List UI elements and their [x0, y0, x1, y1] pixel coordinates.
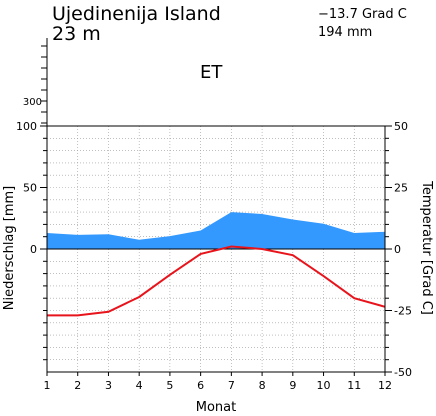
x-tick-label: 8 — [259, 379, 266, 392]
upper-precip-axis: 300 — [23, 38, 48, 126]
precip-tick-label: 100 — [16, 120, 37, 133]
precip-axis: 0 50 100 — [16, 120, 47, 361]
right-axis-label: Temperatur [Grad C] — [419, 180, 434, 315]
annual-precipitation: 194 mm — [318, 25, 372, 40]
temp-tick-label: 25 — [394, 182, 408, 195]
temp-tick-label: 50 — [394, 120, 408, 133]
temp-tick-label: 0 — [394, 243, 401, 256]
station-name: Ujedinenija Island — [52, 3, 221, 25]
x-tick-label: 4 — [136, 379, 143, 392]
precip-tick-label: 0 — [30, 243, 37, 256]
x-axis-label: Monat — [196, 400, 236, 415]
precipitation-area — [47, 212, 385, 249]
precip-tick-label: 50 — [23, 182, 37, 195]
x-axis: 1 2 3 4 5 6 7 8 9 10 11 12 — [44, 372, 392, 392]
temperature-line — [47, 245, 386, 317]
x-tick-label: 1 — [44, 379, 51, 392]
temp-tick-label: -25 — [394, 305, 412, 318]
mean-temperature: −13.7 Grad C — [318, 7, 407, 22]
x-tick-label: 3 — [105, 379, 112, 392]
precip-tick-label-300: 300 — [23, 97, 42, 108]
temp-axis: 50 25 0 -25 -50 — [385, 120, 412, 379]
x-tick-label: 5 — [166, 379, 173, 392]
left-axis-label: Niederschlag [mm] — [2, 186, 17, 311]
x-tick-label: 2 — [74, 379, 81, 392]
x-tick-label: 6 — [197, 379, 204, 392]
x-tick-label: 12 — [378, 379, 392, 392]
climate-class: ET — [200, 62, 223, 83]
x-tick-label: 11 — [347, 379, 361, 392]
x-tick-label: 10 — [317, 379, 331, 392]
plot-area — [46, 125, 386, 373]
temp-tick-label: -50 — [394, 366, 412, 379]
x-tick-label: 7 — [228, 379, 235, 392]
station-elevation: 23 m — [52, 23, 101, 45]
x-tick-label: 9 — [289, 379, 296, 392]
